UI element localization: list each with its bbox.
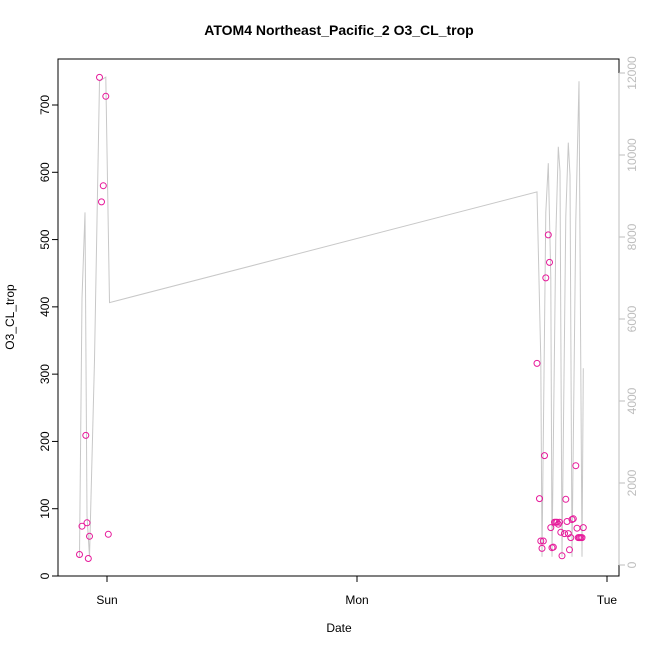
y-tick-label: 200: [38, 431, 52, 451]
data-point: [533, 359, 541, 367]
y2-tick-label: 6000: [625, 305, 639, 332]
data-point: [544, 231, 552, 239]
data-point: [573, 524, 581, 532]
y-tick-label: 0: [38, 572, 52, 579]
series-line: [79, 76, 584, 557]
plot-frame: [57, 58, 620, 577]
x-axis-label: Date: [326, 621, 352, 635]
data-point: [567, 534, 575, 542]
data-point: [578, 534, 586, 542]
data-point: [539, 537, 547, 545]
data-point: [558, 552, 566, 560]
data-point: [76, 551, 83, 558]
y-axis-right: 0 2000 4000 6000 8000 10000 12000: [618, 56, 639, 568]
x-tick-label: Sun: [96, 593, 117, 607]
data-point: [557, 528, 565, 536]
data-point: [547, 524, 555, 532]
chart-title: ATOM4 Northeast_Pacific_2 O3_CL_trop: [204, 22, 473, 38]
y-tick-label: 600: [38, 162, 52, 182]
data-point: [86, 532, 93, 540]
x-tick-label: Tue: [597, 593, 618, 607]
data-point: [562, 495, 570, 503]
y2-tick-label: 8000: [625, 223, 639, 250]
data-point: [542, 274, 550, 282]
y-tick-label: 300: [38, 364, 52, 384]
y-axis-label: O3_CL_trop: [3, 284, 17, 350]
data-point: [82, 431, 90, 439]
data-point: [549, 543, 557, 551]
data-point: [98, 198, 105, 206]
y-axis-left: 0 100 200 300 400 500 600 700: [38, 95, 59, 579]
series-layer: [76, 73, 587, 562]
data-point: [561, 530, 568, 538]
x-axis: Sun Mon Tue: [96, 575, 618, 607]
y2-tick-label: 0: [625, 561, 639, 568]
data-point: [99, 182, 107, 190]
y2-tick-label: 2000: [625, 469, 639, 496]
y2-tick-label: 12000: [625, 56, 639, 90]
data-point: [96, 73, 103, 81]
data-point: [553, 518, 561, 526]
y-tick-label: 700: [38, 95, 52, 115]
data-point: [78, 522, 86, 530]
data-point: [102, 92, 110, 100]
data-point: [556, 518, 563, 526]
data-point: [569, 515, 577, 523]
y2-tick-label: 4000: [625, 387, 639, 414]
data-point: [537, 537, 545, 545]
y-tick-label: 500: [38, 229, 52, 249]
data-point: [579, 524, 587, 532]
x-tick-label: Mon: [345, 593, 368, 607]
data-point: [538, 544, 546, 552]
data-point: [104, 530, 112, 538]
y2-tick-label: 10000: [625, 138, 639, 172]
data-point: [546, 258, 553, 266]
data-point: [536, 495, 543, 503]
y-tick-label: 400: [38, 297, 52, 317]
data-point: [83, 519, 91, 527]
data-point: [84, 555, 92, 562]
y-tick-label: 100: [38, 498, 52, 518]
data-point: [566, 546, 573, 554]
data-point: [572, 462, 580, 470]
data-point: [541, 452, 548, 460]
